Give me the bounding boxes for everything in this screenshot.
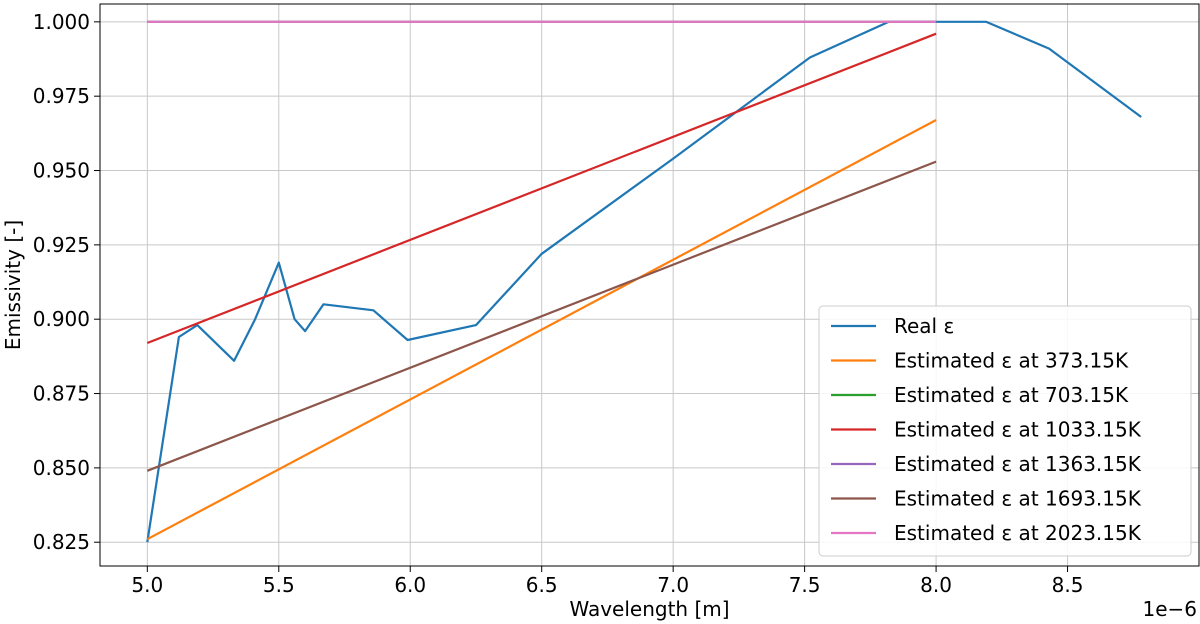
x-tick-label: 7.0: [657, 573, 689, 597]
legend-label: Estimated ε at 1363.15K: [894, 452, 1142, 476]
legend-label: Estimated ε at 1693.15K: [894, 487, 1142, 511]
x-axis-offset-label: 1e−6: [1142, 597, 1197, 621]
y-tick-label: 0.950: [33, 159, 90, 183]
x-axis-ticks: 5.0 5.5 6.0 6.5 7.0 7.5 8.0 8.5: [131, 566, 1083, 597]
x-tick-label: 5.0: [131, 573, 163, 597]
x-tick-label: 6.5: [526, 573, 558, 597]
x-tick-label: 8.5: [1052, 573, 1084, 597]
x-axis-label: Wavelength [m]: [569, 597, 729, 621]
series-line-5: [146, 160, 937, 472]
legend-label: Estimated ε at 2023.15K: [894, 521, 1142, 545]
y-tick-label: 0.875: [33, 382, 90, 406]
legend-label: Real ε: [894, 314, 954, 338]
y-tick-label: 0.825: [33, 530, 90, 554]
y-tick-label: 0.900: [33, 307, 90, 331]
plot-frame: [99, 3, 1200, 567]
series-lines: [146, 20, 1142, 543]
y-tick-label: 0.975: [33, 84, 90, 108]
series-line-1: [146, 119, 937, 541]
series-line-3: [146, 32, 937, 345]
legend: Real ε Estimated ε at 373.15K Estimated ε …: [818, 305, 1192, 557]
legend-label: Estimated ε at 1033.15K: [894, 418, 1142, 442]
x-tick-label: 5.5: [263, 573, 295, 597]
legend-label: Estimated ε at 373.15K: [894, 349, 1129, 373]
legend-box: [818, 305, 1192, 557]
x-tick-label: 8.0: [920, 573, 952, 597]
y-tick-label: 0.850: [33, 456, 90, 480]
legend-label: Estimated ε at 703.15K: [894, 383, 1129, 407]
y-axis-ticks: 0.825 0.850 0.875 0.900 0.925 0.950 0.975 1.000: [33, 10, 100, 554]
x-tick-label: 7.5: [789, 573, 821, 597]
y-tick-label: 0.925: [33, 233, 90, 257]
y-tick-label: 1.000: [33, 10, 90, 34]
x-tick-label: 6.0: [394, 573, 426, 597]
y-axis-label: Emissivity [-]: [1, 220, 25, 350]
